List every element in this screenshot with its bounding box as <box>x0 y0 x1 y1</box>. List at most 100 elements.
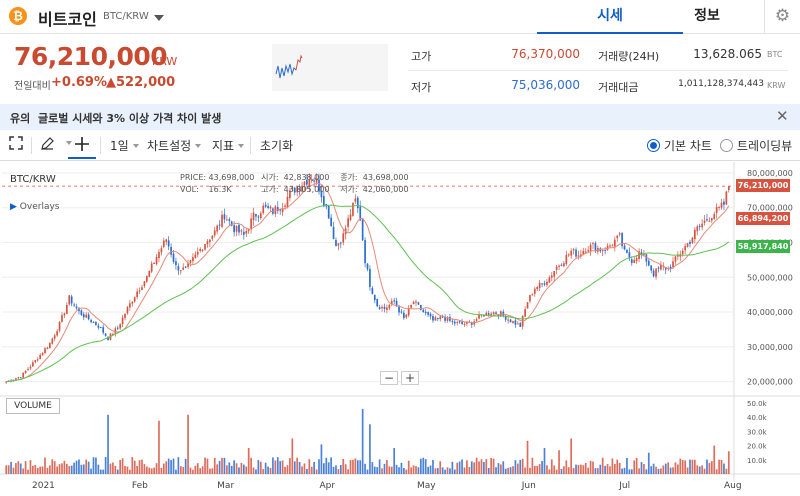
candle-body <box>475 319 478 321</box>
volume-bar <box>308 459 311 474</box>
volume-bar <box>662 465 665 474</box>
candle-body <box>589 244 592 252</box>
candle-body <box>660 264 662 270</box>
candle-body <box>458 321 461 323</box>
candle-body <box>114 328 117 334</box>
volume-bar <box>424 459 427 474</box>
volume-bar <box>303 463 306 474</box>
fullscreen-icon[interactable] <box>9 136 23 153</box>
volume-bar <box>102 469 105 474</box>
volume-bar <box>495 467 497 474</box>
volume-bar <box>201 466 204 474</box>
volume-bar <box>359 460 362 474</box>
volume-bar <box>133 460 136 474</box>
chart-canvas[interactable]: 80,000,00070,000,00060,000,00050,000,000… <box>0 162 800 496</box>
candle-body <box>330 217 332 226</box>
tab-info[interactable]: 정보 <box>694 8 720 24</box>
volume-bar <box>701 465 703 474</box>
volume-bar <box>5 465 8 474</box>
candle-body <box>80 310 83 315</box>
chevron-down-icon[interactable] <box>154 15 164 21</box>
volume-value: 13,628.065 <box>693 47 762 61</box>
volume-bar <box>681 460 684 474</box>
volume-bar <box>422 457 425 474</box>
candle-body <box>623 245 626 250</box>
volume-bar <box>710 461 713 474</box>
candle-body <box>228 219 231 221</box>
candle-body <box>104 333 107 336</box>
volume-bar <box>126 466 129 474</box>
volume-bar <box>272 457 274 474</box>
candle-body <box>167 240 170 247</box>
volume-bar <box>206 458 209 474</box>
gear-icon[interactable]: ⚙ <box>764 0 800 34</box>
basic-chart-radio[interactable] <box>647 139 660 152</box>
overlays-toggle[interactable]: ▶ Overlays <box>10 202 60 212</box>
time-axis-label: Mar <box>217 481 234 491</box>
candle-body <box>451 320 454 322</box>
volume-bar <box>301 466 303 474</box>
tradingview-radio[interactable] <box>720 139 733 152</box>
volume-bar <box>378 459 381 474</box>
volume-bar <box>223 457 226 474</box>
reset-button[interactable]: 초기화 <box>260 139 294 153</box>
volume-bar <box>12 467 15 474</box>
volume-bar <box>170 460 172 474</box>
volume-bar <box>446 467 449 474</box>
interval-label: 1일 <box>110 139 129 153</box>
volume-bar <box>65 463 68 474</box>
volume-bar <box>381 468 383 474</box>
volume-bar <box>70 465 73 474</box>
volume-bar <box>34 464 37 474</box>
indicators-menu[interactable]: 지표 <box>212 137 245 154</box>
candle-body <box>201 249 204 251</box>
candle-body <box>405 314 408 318</box>
basic-chart-label[interactable]: 기본 차트 <box>664 139 712 153</box>
volume-bar <box>567 467 570 474</box>
volume-bar <box>182 467 185 474</box>
tradingview-label[interactable]: 트레이딩뷰 <box>737 139 793 153</box>
price-chart[interactable]: 80,000,00070,000,00060,000,00050,000,000… <box>0 162 800 496</box>
zoom-in-button[interactable]: + <box>401 371 419 385</box>
price-axis-label: 30,000,000 <box>747 343 793 352</box>
candle-body <box>179 270 182 272</box>
close-icon[interactable]: ✕ <box>776 107 789 125</box>
volume-bar <box>296 457 299 474</box>
candle-body <box>92 322 95 324</box>
candle-body <box>398 305 400 313</box>
candle-body <box>313 180 316 182</box>
candle-body <box>61 315 63 323</box>
crosshair-icon[interactable] <box>68 131 96 159</box>
candle-body <box>364 240 366 264</box>
chevron-down-icon[interactable] <box>62 136 72 150</box>
zoom-out-button[interactable]: − <box>380 371 398 385</box>
candle-body <box>46 347 49 350</box>
candle-body <box>560 264 563 266</box>
candle-body <box>255 214 257 217</box>
candle-body <box>587 250 590 252</box>
candle-body <box>582 250 585 255</box>
chart-settings-menu[interactable]: 차트설정 <box>147 137 202 154</box>
interval-select[interactable]: 1일 <box>110 137 139 154</box>
volume-bar <box>500 464 502 474</box>
candle-body <box>536 287 539 290</box>
tab-price[interactable]: 시세 <box>537 0 683 34</box>
candle-body <box>373 294 376 301</box>
candle-body <box>352 202 354 216</box>
volume-bar <box>514 460 517 474</box>
volume-bar <box>601 457 604 474</box>
candle-body <box>689 241 691 244</box>
candle-body <box>553 271 556 277</box>
candle-body <box>548 277 551 283</box>
volume-bar <box>90 468 92 474</box>
candle-body <box>572 249 575 251</box>
time-axis-label: Apr <box>320 481 336 491</box>
candle-body <box>107 336 109 341</box>
volume-bar <box>415 466 417 474</box>
volume-bar <box>572 468 575 474</box>
volume-bar <box>483 461 485 474</box>
volume-bar <box>112 462 114 474</box>
volume-bar <box>677 464 679 474</box>
candle-body <box>211 235 214 239</box>
pencil-icon[interactable] <box>40 136 55 154</box>
